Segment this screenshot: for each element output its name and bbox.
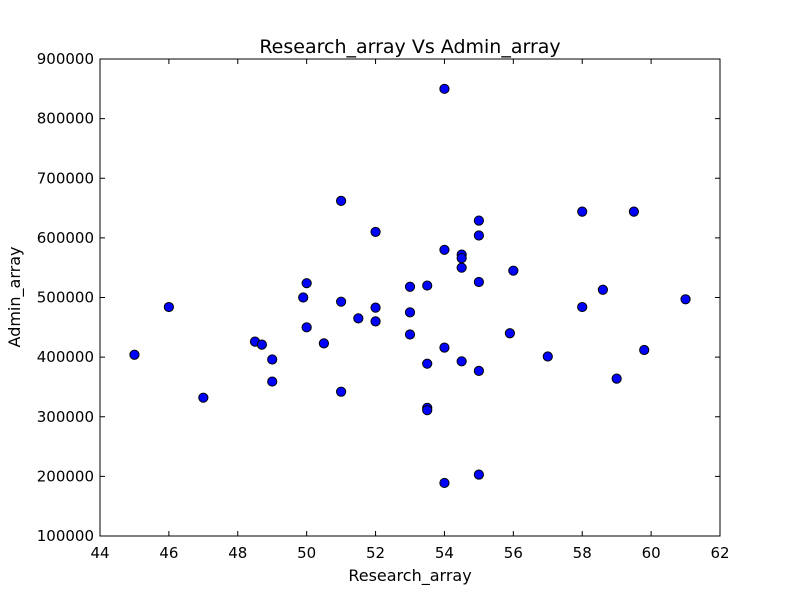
data-point bbox=[473, 469, 484, 480]
data-point bbox=[439, 477, 450, 489]
data-point bbox=[336, 386, 347, 397]
data-point bbox=[473, 230, 484, 241]
x-tick-label: 52 bbox=[366, 544, 385, 562]
data-point bbox=[298, 292, 309, 303]
x-tick-label: 44 bbox=[90, 544, 109, 562]
x-tick-label: 48 bbox=[228, 544, 247, 562]
data-point bbox=[577, 301, 588, 313]
data-point bbox=[577, 206, 588, 217]
x-axis-label: Research_array bbox=[348, 566, 471, 586]
x-tick-label: 62 bbox=[710, 544, 729, 562]
data-point bbox=[508, 265, 519, 276]
data-point bbox=[404, 307, 416, 318]
data-point bbox=[680, 294, 691, 305]
data-point bbox=[163, 301, 174, 313]
data-point bbox=[542, 351, 553, 362]
x-tick-label: 56 bbox=[504, 544, 523, 562]
data-point bbox=[301, 322, 312, 333]
y-tick-label: 100000 bbox=[37, 527, 94, 545]
data-point bbox=[267, 354, 278, 365]
y-tick-label: 600000 bbox=[37, 229, 94, 247]
x-axis-ticks: 44 46 48 50 52 54 56 58 60 62 bbox=[90, 59, 730, 562]
data-point bbox=[639, 344, 650, 356]
y-tick-label: 300000 bbox=[37, 408, 94, 426]
data-point bbox=[422, 358, 433, 369]
data-point bbox=[336, 195, 347, 207]
x-tick-label: 46 bbox=[159, 544, 178, 562]
y-tick-label: 400000 bbox=[37, 348, 94, 366]
y-tick-label: 800000 bbox=[37, 110, 94, 128]
data-point bbox=[439, 244, 450, 255]
y-axis-ticks: 100000 200000 300000 400000 500000 600000 7000… bbox=[37, 50, 720, 545]
data-points bbox=[129, 83, 691, 489]
data-point bbox=[129, 349, 140, 360]
chart-title: Research_array Vs Admin_array bbox=[259, 36, 560, 58]
data-point bbox=[439, 342, 450, 353]
y-tick-label: 700000 bbox=[37, 169, 94, 187]
data-point bbox=[504, 328, 515, 339]
data-point bbox=[370, 302, 381, 313]
y-tick-label: 500000 bbox=[37, 289, 94, 307]
data-point bbox=[422, 280, 433, 291]
data-point bbox=[256, 339, 267, 350]
data-point bbox=[628, 206, 639, 217]
data-point bbox=[473, 215, 484, 226]
data-point bbox=[473, 365, 484, 376]
data-point bbox=[336, 296, 347, 307]
y-axis-label: Admin_array bbox=[5, 247, 25, 348]
y-tick-label: 200000 bbox=[37, 467, 94, 485]
data-point bbox=[456, 262, 467, 273]
x-tick-label: 54 bbox=[435, 544, 454, 562]
plot-frame bbox=[99, 58, 721, 537]
data-point bbox=[456, 253, 467, 264]
data-point bbox=[439, 83, 450, 94]
data-point bbox=[422, 405, 433, 416]
data-point bbox=[473, 276, 484, 288]
x-tick-label: 50 bbox=[297, 544, 316, 562]
data-point bbox=[353, 313, 364, 324]
data-point bbox=[456, 356, 467, 367]
x-tick-label: 58 bbox=[573, 544, 592, 562]
x-tick-label: 60 bbox=[642, 544, 661, 562]
data-point bbox=[597, 284, 608, 295]
data-point bbox=[198, 392, 209, 403]
data-point bbox=[318, 338, 329, 349]
data-point bbox=[301, 278, 312, 289]
data-point bbox=[404, 281, 416, 292]
data-point bbox=[370, 316, 381, 327]
data-point bbox=[404, 329, 416, 340]
data-point bbox=[267, 376, 278, 387]
data-point bbox=[370, 226, 381, 238]
y-tick-label: 900000 bbox=[37, 50, 94, 68]
data-point bbox=[611, 373, 622, 384]
